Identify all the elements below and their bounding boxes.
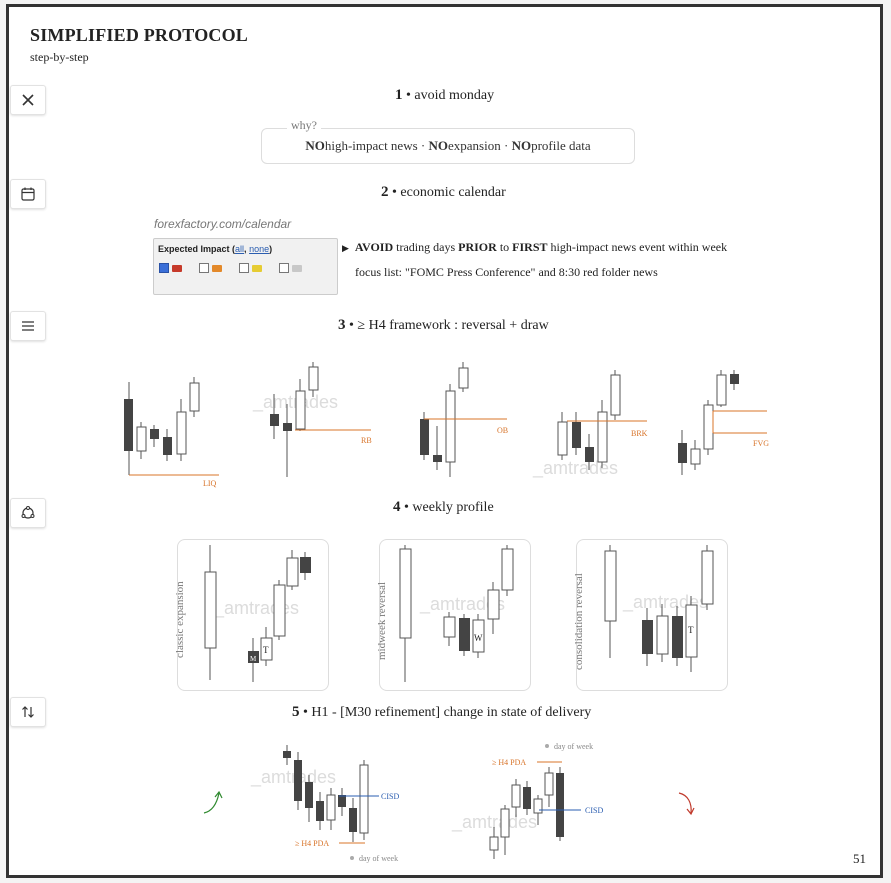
- bullish-cisd-diagram: CISD ≥ H4 PDA day of week: [283, 745, 399, 863]
- triangle-bullet-icon: ▶: [342, 243, 349, 253]
- marker-t: T: [688, 625, 694, 635]
- profile-card-consolidation-reversal: consolidation reversal _amtrades T: [573, 539, 728, 691]
- watermark: _amtrades: [420, 594, 506, 614]
- reasons-box: NO high-impact news · NO expansion · NO …: [261, 128, 635, 164]
- page-title: SIMPLIFIED PROTOCOL: [30, 25, 248, 45]
- cycle-icon: [21, 506, 35, 519]
- step-4-heading: 4 • weekly profile: [393, 499, 494, 515]
- tag-fvg: FVG: [753, 439, 769, 448]
- step-1-heading: 1 • avoid monday: [395, 87, 495, 103]
- liq-pattern-diagram: LIQ: [124, 377, 219, 488]
- red-curved-arrow-icon: [678, 792, 695, 816]
- calendar-button[interactable]: [10, 179, 46, 209]
- marker-t: T: [263, 645, 269, 655]
- step-2-heading: 2 • economic calendar: [381, 184, 506, 200]
- green-curved-arrow-icon: [203, 790, 223, 814]
- impact-holiday-checkbox[interactable]: [279, 263, 289, 273]
- yellow-folder-icon: [252, 264, 262, 272]
- marker-w: W: [474, 633, 483, 643]
- avoid-rule: ▶ AVOID trading days PRIOR to FIRST high…: [342, 240, 728, 254]
- marker-m: M: [250, 655, 257, 663]
- rb-pattern-diagram: RB: [270, 362, 372, 477]
- brk-pattern-diagram: BRK: [557, 370, 648, 470]
- tag-ob: OB: [497, 426, 508, 435]
- step-3-heading: 3 • ≥ H4 framework : reversal + draw: [338, 317, 549, 333]
- sort-arrows-icon: [22, 706, 34, 718]
- close-icon: [22, 94, 34, 106]
- day-of-week-label: day of week: [554, 742, 593, 751]
- red-folder-icon: [172, 264, 182, 272]
- profile-card-midweek-reversal: midweek reversal _amtrades W: [376, 539, 531, 691]
- cisd-label: CISD: [585, 806, 603, 815]
- impact-none-link[interactable]: none: [249, 244, 270, 254]
- menu-icon: [22, 321, 34, 331]
- menu-button[interactable]: [10, 311, 46, 341]
- bearish-cisd-diagram: day of week ≥ H4 PDA CISD: [489, 742, 603, 859]
- pda-label: ≥ H4 PDA: [492, 758, 526, 767]
- page-number: 51: [853, 851, 866, 866]
- impact-all-link[interactable]: all: [235, 244, 245, 254]
- gray-folder-icon: [292, 264, 302, 272]
- page-subtitle: step-by-step: [30, 50, 89, 64]
- calendar-icon: [21, 187, 35, 201]
- impact-low-checkbox[interactable]: [239, 263, 249, 273]
- watermark: _amtrades: [533, 458, 619, 478]
- tag-brk: BRK: [631, 429, 648, 438]
- step-5-heading: 5 • H1 - [M30 refinement] change in stat…: [292, 704, 592, 720]
- sort-button[interactable]: [10, 697, 46, 727]
- impact-high-checkbox[interactable]: [159, 263, 169, 273]
- tag-liq: LIQ: [203, 479, 217, 488]
- step-number: 1: [395, 87, 403, 103]
- close-button[interactable]: [10, 85, 46, 115]
- orange-folder-icon: [212, 264, 222, 272]
- impact-filter-panel: Expected Impact (all, none): [153, 238, 338, 295]
- document-page: SIMPLIFIED PROTOCOL step-by-step 1 • avo…: [6, 4, 883, 878]
- focus-list: focus list: "FOMC Press Conference" and …: [355, 265, 658, 279]
- impact-medium-checkbox[interactable]: [199, 263, 209, 273]
- fvg-pattern-diagram: FVG: [678, 370, 769, 475]
- calendar-url: forexfactory.com/calendar: [154, 217, 292, 231]
- ob-pattern-diagram: OB: [420, 362, 508, 477]
- cisd-label: CISD: [381, 792, 399, 801]
- profile-card-classic-expansion: classic expansion _amtrades M T: [174, 539, 329, 691]
- tag-rb: RB: [361, 436, 372, 445]
- step-label: avoid monday: [414, 88, 495, 103]
- watermark: _amtrades: [251, 767, 337, 787]
- why-label: why?: [287, 118, 321, 133]
- cycle-button[interactable]: [10, 498, 46, 528]
- pda-label: ≥ H4 PDA: [295, 839, 329, 848]
- day-of-week-label: day of week: [359, 854, 398, 863]
